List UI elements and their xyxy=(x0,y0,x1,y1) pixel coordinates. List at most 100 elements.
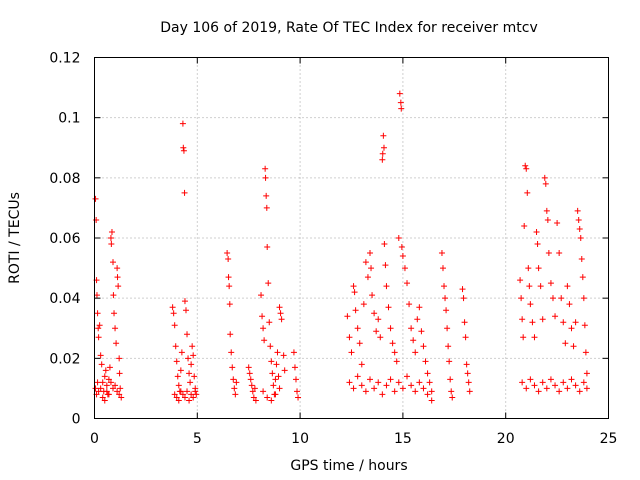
data-point xyxy=(564,385,571,392)
data-point xyxy=(535,265,542,272)
data-point xyxy=(576,388,583,395)
data-point xyxy=(114,388,121,395)
data-point xyxy=(383,283,390,290)
data-point xyxy=(371,385,378,392)
data-point xyxy=(273,361,280,368)
data-point xyxy=(94,379,101,386)
data-point xyxy=(246,370,253,377)
data-point xyxy=(188,361,195,368)
data-point xyxy=(554,219,561,226)
data-point xyxy=(266,319,273,326)
data-point xyxy=(277,310,284,317)
data-point xyxy=(190,352,197,359)
data-point xyxy=(229,364,236,371)
data-point xyxy=(348,349,355,356)
data-point xyxy=(172,343,179,350)
data-point xyxy=(268,397,275,404)
data-point xyxy=(529,319,536,326)
data-point xyxy=(583,370,590,377)
data-point xyxy=(371,310,378,317)
data-point xyxy=(426,379,433,386)
data-point xyxy=(276,385,283,392)
data-point xyxy=(449,394,456,401)
data-point xyxy=(263,192,270,199)
data-point xyxy=(278,316,285,323)
data-point xyxy=(269,370,276,377)
data-point xyxy=(533,228,540,235)
data-point xyxy=(444,325,451,332)
data-point xyxy=(352,307,359,314)
data-point xyxy=(541,174,548,181)
y-tick-label: 0.1 xyxy=(58,111,80,127)
data-point xyxy=(577,235,584,241)
data-point xyxy=(101,397,108,404)
y-tick-label: 0.08 xyxy=(49,171,80,187)
data-point xyxy=(395,379,402,386)
data-point xyxy=(354,325,361,332)
data-point xyxy=(375,379,382,386)
data-point xyxy=(180,144,187,151)
data-point xyxy=(547,280,554,287)
data-point xyxy=(225,256,232,263)
data-point xyxy=(108,241,115,248)
data-point xyxy=(373,328,380,335)
x-tick-label: 5 xyxy=(193,431,202,447)
data-point xyxy=(418,328,425,335)
data-point xyxy=(387,376,394,383)
data-point xyxy=(260,388,267,395)
data-points xyxy=(92,90,590,404)
data-point xyxy=(379,156,386,163)
data-point xyxy=(350,385,357,392)
data-point xyxy=(292,376,299,383)
data-point xyxy=(552,313,559,320)
data-point xyxy=(575,216,582,223)
data-point xyxy=(224,250,231,257)
data-point xyxy=(107,235,114,241)
data-point xyxy=(404,373,411,380)
data-point xyxy=(519,316,526,323)
data-point xyxy=(379,391,386,398)
data-point xyxy=(291,364,298,371)
data-point xyxy=(110,385,117,392)
data-point xyxy=(192,388,199,395)
data-point xyxy=(367,250,374,257)
data-point xyxy=(398,105,405,112)
data-point xyxy=(187,379,194,386)
data-point xyxy=(364,274,371,281)
data-point xyxy=(97,385,104,392)
data-point xyxy=(189,343,196,350)
data-point xyxy=(368,265,375,272)
data-point xyxy=(566,301,573,308)
data-point xyxy=(247,376,254,383)
data-point xyxy=(114,274,121,281)
data-point xyxy=(281,367,288,374)
data-point xyxy=(356,340,363,347)
data-point xyxy=(180,147,187,154)
data-point xyxy=(113,340,120,347)
data-point xyxy=(460,295,467,302)
data-point xyxy=(351,289,358,296)
data-point xyxy=(406,301,413,308)
data-point xyxy=(114,265,121,272)
x-axis-label: GPS time / hours xyxy=(290,458,407,474)
data-point xyxy=(175,382,182,389)
data-point xyxy=(231,385,238,392)
data-point xyxy=(441,283,448,290)
axis-ticks: 0 5 10 15 20 25 0 0.02 0.04 0.06 0.08 0.1 0.12 xyxy=(49,51,617,448)
y-tick-label: 0.06 xyxy=(49,231,80,247)
data-point xyxy=(117,385,124,392)
data-point xyxy=(185,355,192,362)
data-point xyxy=(98,361,105,368)
data-point xyxy=(186,397,193,404)
data-point xyxy=(542,180,549,187)
chart-title: Day 106 of 2019, Rate Of TEC Index for r… xyxy=(160,20,537,36)
data-point xyxy=(377,334,384,341)
data-point xyxy=(264,244,271,251)
data-point xyxy=(578,256,585,263)
data-point xyxy=(116,355,123,362)
data-point xyxy=(263,204,270,211)
data-point xyxy=(539,379,546,386)
data-point xyxy=(181,394,188,401)
data-point xyxy=(251,385,258,392)
data-point xyxy=(401,265,408,272)
